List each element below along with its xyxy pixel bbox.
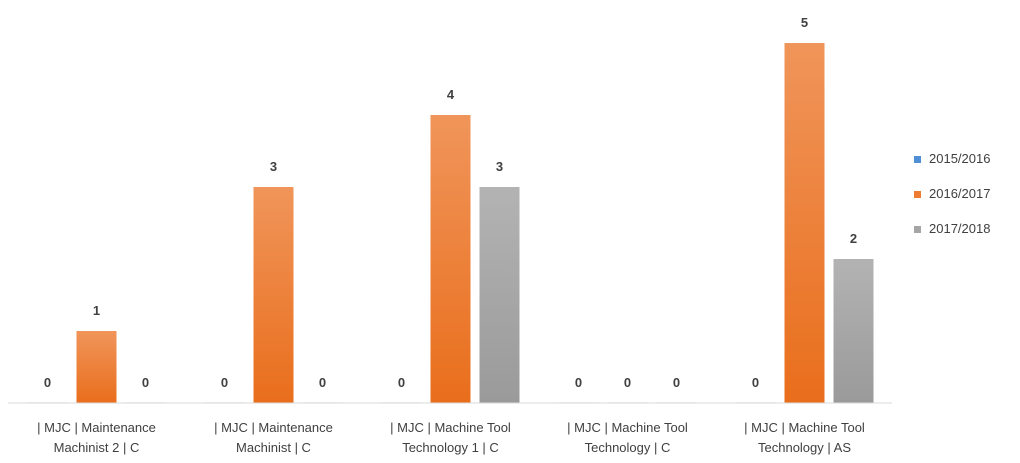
data-label: 0 bbox=[44, 375, 51, 390]
data-label: 0 bbox=[319, 375, 326, 390]
legend: 2015/2016 2016/2017 2017/2018 bbox=[914, 151, 990, 236]
category-label: Technology | AS bbox=[758, 440, 851, 455]
category-label: Technology 1 | C bbox=[402, 440, 499, 455]
legend-label: 2015/2016 bbox=[929, 151, 990, 166]
data-label: 0 bbox=[142, 375, 149, 390]
data-label: 3 bbox=[270, 159, 277, 174]
category-label: Technology | C bbox=[585, 440, 671, 455]
category-label: | MJC | Machine Tool bbox=[390, 420, 511, 435]
category-label: | MJC | Machine Tool bbox=[567, 420, 688, 435]
bar-2016-2017-cat-4 bbox=[784, 43, 825, 403]
data-label: 1 bbox=[93, 303, 100, 318]
category-label: Machinist | C bbox=[236, 440, 311, 455]
bar-2016-2017-cat-1 bbox=[253, 187, 294, 403]
data-label: 2 bbox=[850, 231, 857, 246]
legend-swatch bbox=[914, 156, 921, 163]
data-label: 0 bbox=[575, 375, 582, 390]
category-label: | MJC | Machine Tool bbox=[744, 420, 865, 435]
legend-label: 2016/2017 bbox=[929, 186, 990, 201]
data-label: 0 bbox=[673, 375, 680, 390]
category-label: | MJC | Maintenance bbox=[37, 420, 156, 435]
legend-swatch bbox=[914, 226, 921, 233]
bar-2016-2017-cat-2 bbox=[430, 115, 471, 403]
bar-2017-2018-cat-4 bbox=[833, 259, 874, 403]
data-label: 0 bbox=[752, 375, 759, 390]
data-label: 4 bbox=[447, 87, 455, 102]
plot-area: 0 1 0 | MJC | Maintenance Machinist 2 | C 0 3 0… bbox=[27, 15, 874, 455]
data-label: 5 bbox=[801, 15, 808, 30]
bar-2016-2017-cat-0 bbox=[76, 331, 117, 403]
data-label: 3 bbox=[496, 159, 503, 174]
data-label: 0 bbox=[221, 375, 228, 390]
bar-2017-2018-cat-2 bbox=[479, 187, 520, 403]
category-label: Machinist 2 | C bbox=[54, 440, 140, 455]
data-label: 0 bbox=[624, 375, 631, 390]
category-label: | MJC | Maintenance bbox=[214, 420, 333, 435]
legend-swatch bbox=[914, 191, 921, 198]
legend-label: 2017/2018 bbox=[929, 221, 990, 236]
data-label: 0 bbox=[398, 375, 405, 390]
